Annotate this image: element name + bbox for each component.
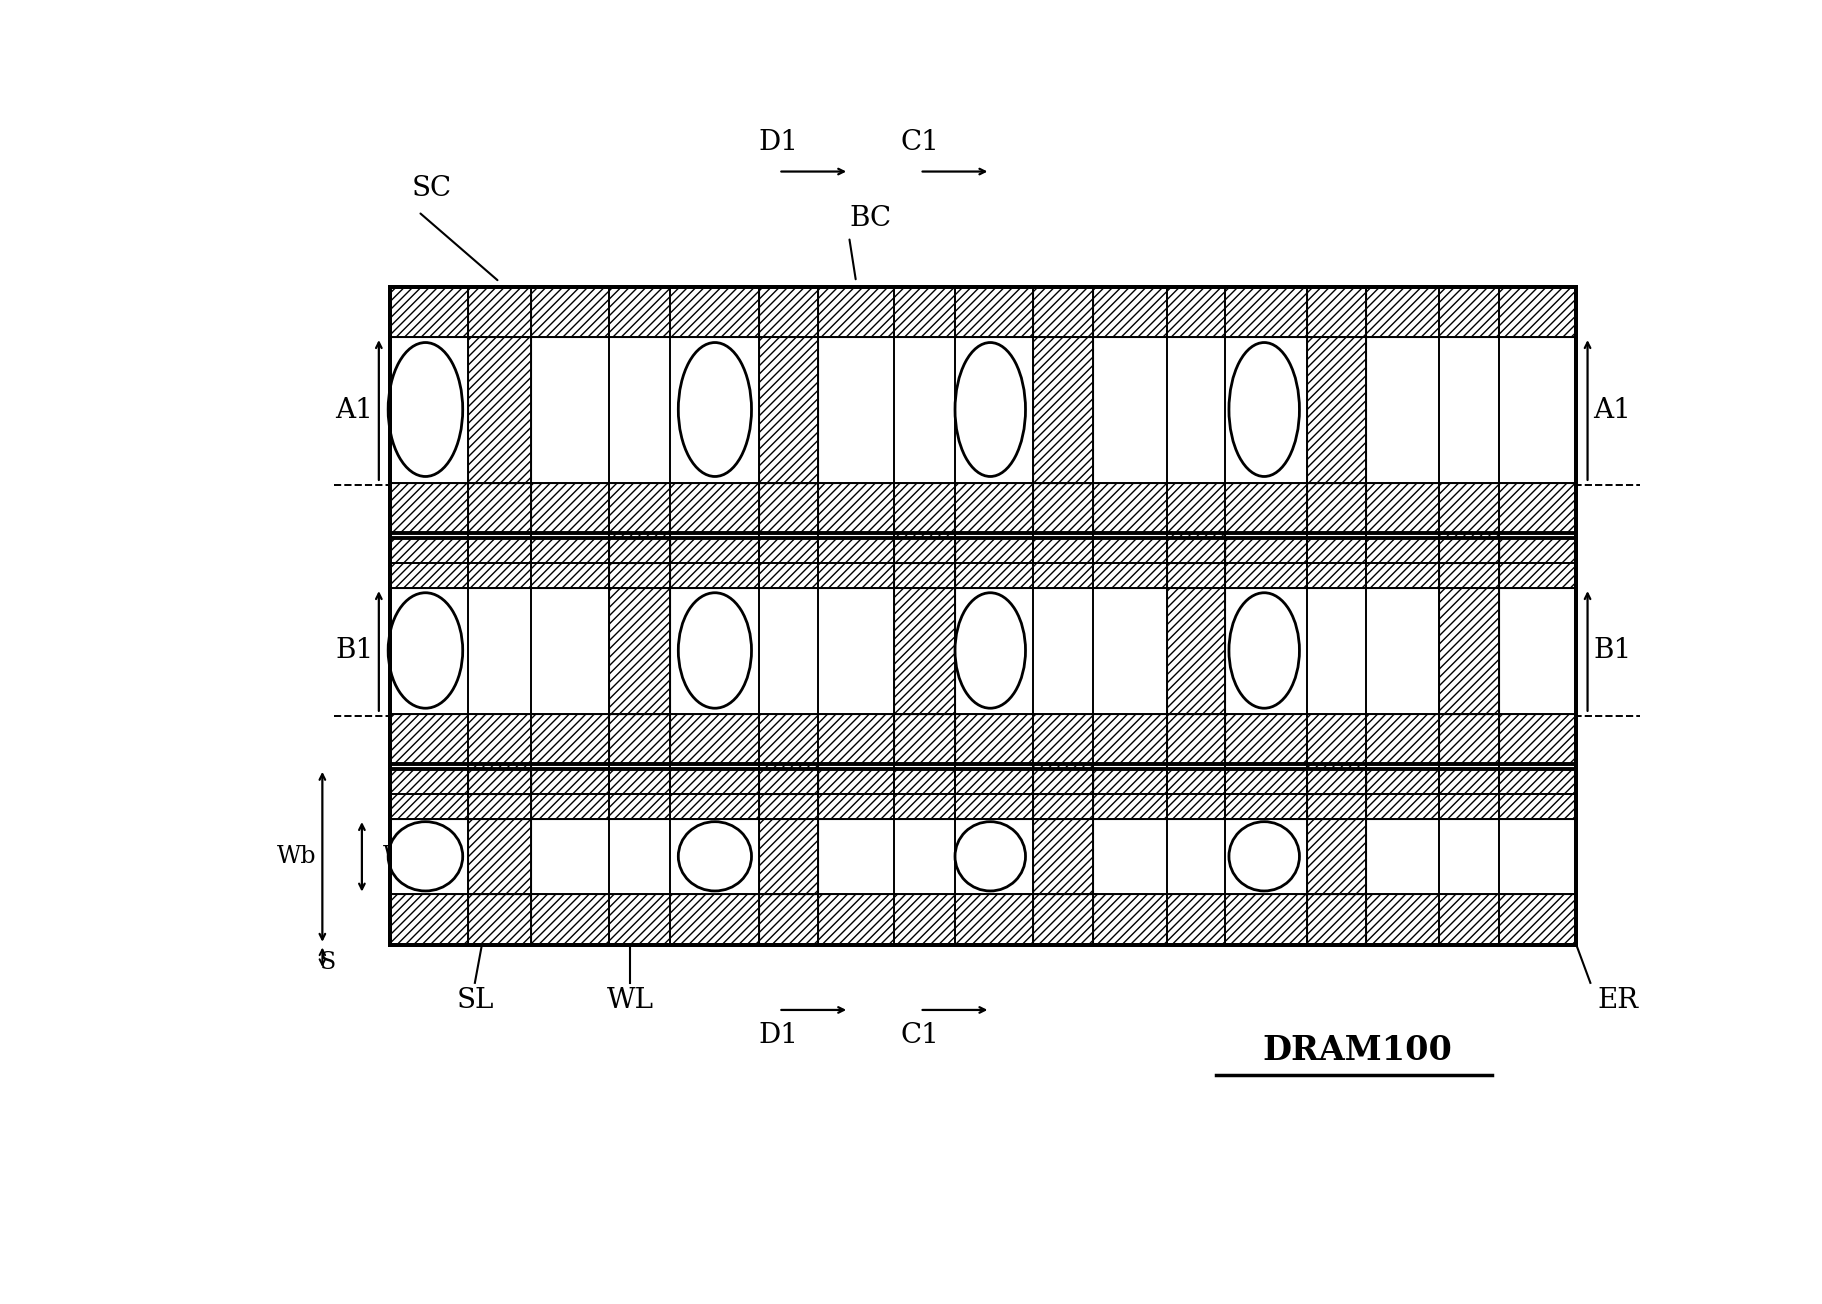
Text: D1: D1 [758,129,798,156]
Bar [1439,539,1498,588]
Text: ER: ER [1598,987,1638,1013]
Bar [895,713,955,764]
Ellipse shape [678,593,751,708]
Bar [1033,895,1093,944]
Ellipse shape [955,822,1026,891]
Ellipse shape [1230,593,1299,708]
Bar [1439,713,1498,764]
Bar [390,287,1576,533]
Bar [895,533,955,563]
Bar [390,769,1576,819]
Bar [390,482,1576,533]
Bar [390,539,1576,588]
Ellipse shape [1230,822,1299,891]
Text: B1: B1 [1592,638,1631,665]
Ellipse shape [388,822,463,891]
Bar [468,338,532,482]
Bar [1439,588,1498,713]
Bar [1306,895,1366,944]
Bar [468,895,532,944]
Bar [609,539,670,588]
Text: DRAM100: DRAM100 [1263,1034,1452,1067]
Text: S: S [321,951,337,974]
Text: BC: BC [849,205,891,232]
Text: A1: A1 [1592,396,1631,424]
Bar [609,713,670,764]
Bar [390,895,1576,944]
Ellipse shape [678,343,751,476]
Bar [1166,588,1224,713]
Bar [390,539,1576,588]
Bar [468,819,532,895]
Bar [1033,769,1093,819]
Ellipse shape [955,343,1026,476]
Ellipse shape [388,343,463,476]
Bar [895,539,955,588]
Bar [1033,338,1093,482]
Bar [609,533,670,563]
Bar [390,713,1576,764]
Bar [390,769,1576,944]
Bar [390,764,1576,794]
Ellipse shape [678,822,751,891]
Bar [390,769,1576,819]
Bar [1166,539,1224,588]
Bar [895,588,955,713]
Ellipse shape [1230,343,1299,476]
Bar [1306,769,1366,819]
Bar [468,769,532,819]
Bar [758,482,818,533]
Bar [390,713,1576,764]
Text: Wg: Wg [383,845,423,868]
Bar [1033,819,1093,895]
Bar [1306,338,1366,482]
Bar [758,769,818,819]
Bar [1306,819,1366,895]
Bar [390,287,1576,338]
Text: A1: A1 [335,396,374,424]
Bar [390,533,1576,563]
Bar [1306,482,1366,533]
Bar [758,338,818,482]
Text: B1: B1 [335,638,374,665]
Text: Wb: Wb [277,845,317,868]
Bar [1166,713,1224,764]
Text: SC: SC [412,175,452,202]
Bar [1033,287,1093,338]
Bar [468,764,532,794]
Bar [1439,533,1498,563]
Bar [468,482,532,533]
Ellipse shape [388,593,463,708]
Bar [1033,482,1093,533]
Bar [390,895,1576,944]
Bar [390,482,1576,533]
Text: C1: C1 [900,129,938,156]
Bar [390,287,1576,338]
Bar [758,895,818,944]
Text: D1: D1 [758,1022,798,1048]
Bar [1166,533,1224,563]
Bar [758,764,818,794]
Bar [468,287,532,338]
Ellipse shape [955,593,1026,708]
Text: C1: C1 [900,1022,938,1048]
Text: SL: SL [456,987,494,1013]
Bar [1306,764,1366,794]
Bar [1306,287,1366,338]
Text: WL: WL [607,987,654,1013]
Bar [390,539,1576,764]
Bar [758,287,818,338]
Bar [758,819,818,895]
Bar [609,588,670,713]
Bar [1033,764,1093,794]
